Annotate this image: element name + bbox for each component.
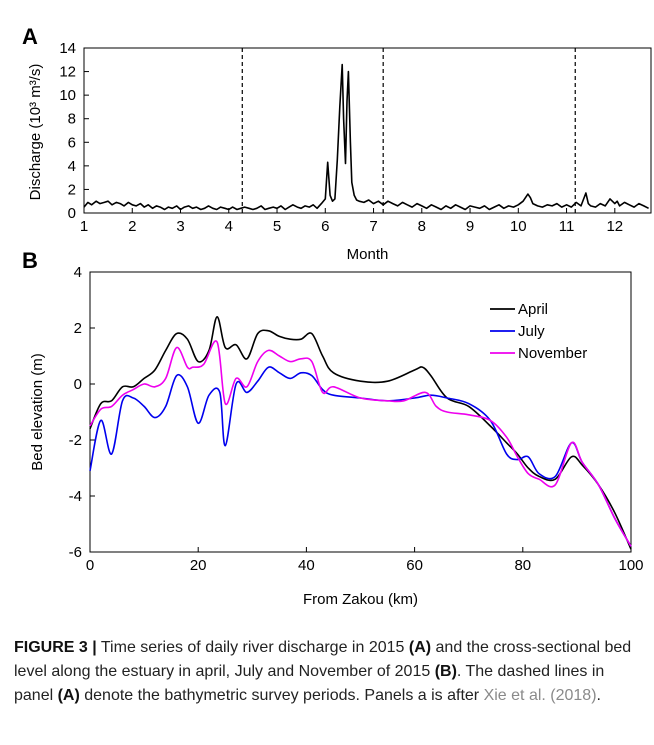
legend-label: April — [518, 301, 548, 318]
panel-a-series — [83, 63, 649, 211]
x-tick-label: 4 — [225, 218, 233, 235]
y-tick-label: -4 — [69, 488, 82, 505]
y-tick-label: 2 — [74, 320, 82, 337]
panel-b-y-axis-label: Bed elevation (m) — [29, 353, 46, 471]
panel-a-x-axis-label: Month — [347, 246, 389, 263]
legend-label: July — [518, 323, 545, 340]
y-tick-label: 8 — [68, 111, 76, 128]
caption-ref-a2: (A) — [57, 687, 80, 704]
x-tick-label: 0 — [86, 557, 94, 574]
y-tick-label: 0 — [74, 376, 82, 393]
panel-b-x-axis-label: From Zakou (km) — [303, 591, 418, 608]
panel-b-letter: B — [22, 248, 38, 273]
x-tick-label: 5 — [273, 218, 281, 235]
x-tick-label: 11 — [559, 218, 575, 235]
caption-text-2: and the cross-sectional bed level along … — [14, 639, 632, 680]
y-tick-label: 12 — [59, 64, 76, 81]
x-tick-label: 100 — [618, 557, 643, 574]
y-tick-label: -2 — [69, 432, 82, 449]
x-tick-label: 9 — [466, 218, 474, 235]
x-tick-label: 20 — [190, 557, 207, 574]
x-tick-label: 12 — [606, 218, 623, 235]
caption-text-1: Time series of daily river discharge in … — [96, 639, 409, 656]
y-tick-label: 4 — [74, 264, 82, 281]
november-series-line — [89, 340, 632, 547]
panel-a-y-axis-label: Discharge (10³ m³/s) — [27, 64, 44, 201]
panel-a-survey-lines — [241, 48, 576, 213]
caption-text-4: denote the bathymetric survey periods. P… — [79, 687, 484, 704]
legend-label: November — [518, 345, 587, 362]
x-tick-label: 2 — [128, 218, 136, 235]
caption-text-3: . The dashed lines in panel — [14, 663, 605, 704]
caption-label: FIGURE 3 | — [14, 639, 97, 656]
caption-ref-a: (A) — [408, 639, 432, 656]
x-tick-label: 40 — [298, 557, 315, 574]
figure-caption: FIGURE 3 | Time series of daily river di… — [14, 636, 644, 708]
x-tick-label: 80 — [514, 557, 531, 574]
panel-b-plot-frame — [89, 271, 632, 553]
x-tick-label: 6 — [321, 218, 329, 235]
y-tick-label: 0 — [68, 205, 76, 222]
discharge-series-line — [83, 63, 649, 211]
y-tick-label: 2 — [68, 181, 76, 198]
panel-a-plot-frame — [83, 47, 652, 214]
x-tick-label: 60 — [406, 557, 423, 574]
y-tick-label: 10 — [59, 87, 76, 104]
y-tick-label: 6 — [68, 134, 76, 151]
y-tick-label: 14 — [59, 40, 76, 57]
y-tick-label: 4 — [68, 158, 76, 175]
panel-b-legend: April July November — [490, 301, 587, 362]
panel-a-letter: A — [22, 24, 38, 49]
x-tick-label: 3 — [176, 218, 184, 235]
x-tick-label: 8 — [418, 218, 426, 235]
july-series-line — [89, 366, 632, 547]
x-tick-label: 10 — [510, 218, 527, 235]
caption-citation-link[interactable]: Xie et al. (2018) — [483, 687, 597, 704]
caption-ref-b: (B) — [434, 663, 457, 680]
april-series-line — [89, 315, 632, 550]
panel-b-series — [89, 315, 632, 550]
y-tick-label: -6 — [69, 544, 82, 561]
x-tick-label: 7 — [369, 218, 377, 235]
x-tick-label: 1 — [80, 218, 88, 235]
caption-text-5: . — [596, 687, 601, 704]
